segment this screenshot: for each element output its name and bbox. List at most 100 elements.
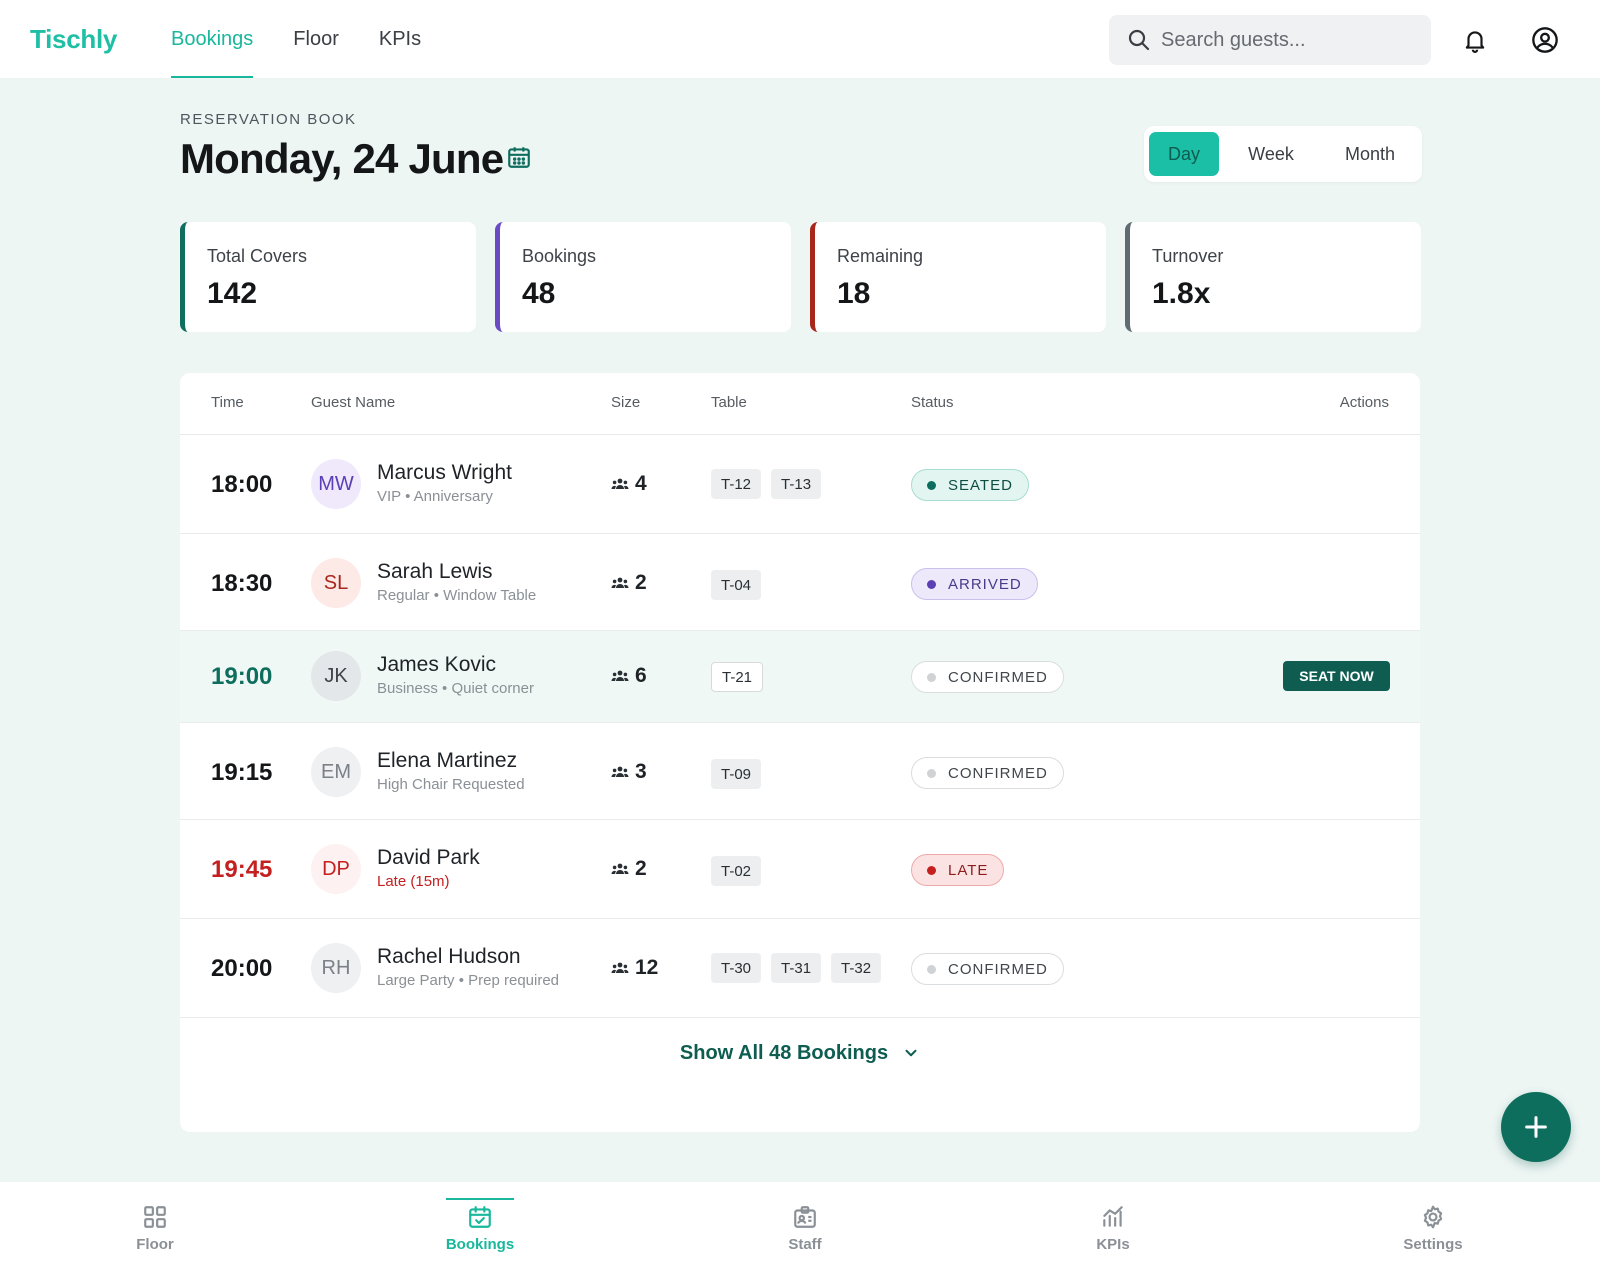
guest-name[interactable]: David Park [377, 846, 480, 869]
top-nav-floor[interactable]: Floor [293, 27, 339, 50]
guest-name[interactable]: James Kovic [377, 653, 497, 676]
booking-time: 18:00 [211, 471, 273, 498]
range-week[interactable]: Week [1248, 143, 1294, 164]
search-input[interactable] [1161, 28, 1421, 52]
calendar-icon[interactable] [506, 144, 536, 174]
bottom-nav: Floor Bookings Staff KPIs Settings [0, 1182, 1600, 1280]
kpi-turnover: Turnover 1.8x [1125, 222, 1421, 332]
kpi-bookings: Bookings 48 [495, 222, 791, 332]
status-label: CONFIRMED [948, 668, 1048, 686]
range-day[interactable]: Day [1149, 132, 1219, 176]
bottom-nav-settings[interactable]: Settings [1373, 1182, 1493, 1280]
table-chip[interactable]: T-13 [771, 469, 822, 499]
search-icon [1128, 29, 1150, 51]
status-badge: CONFIRMED [911, 661, 1064, 693]
table-chip[interactable]: T-04 [711, 570, 762, 600]
bottom-nav-bookings[interactable]: Bookings [420, 1182, 540, 1280]
booking-time: 19:00 [211, 663, 273, 690]
kpi-value: 142 [207, 277, 258, 310]
column-header-actions: Actions [1339, 394, 1389, 411]
table-row[interactable]: 18:30 SL Sarah Lewis Regular • Window Ta… [180, 534, 1420, 631]
booking-time: 20:00 [211, 955, 273, 982]
table-chip[interactable]: T-02 [711, 856, 762, 886]
plus-icon [1525, 1116, 1547, 1138]
guest-name[interactable]: Marcus Wright [377, 461, 512, 484]
bar-chart-icon [1103, 1206, 1123, 1227]
add-booking-button[interactable] [1501, 1092, 1571, 1162]
table-chip[interactable]: T-12 [711, 469, 762, 499]
party-size-value: 12 [635, 956, 659, 979]
table-chip[interactable]: T-09 [711, 759, 762, 789]
seat-now-button[interactable]: SEAT NOW [1283, 661, 1390, 691]
people-icon [611, 478, 629, 489]
column-header-size[interactable]: Size [611, 394, 641, 411]
people-icon [611, 577, 629, 588]
status-badge: LATE [911, 854, 1005, 886]
app-logo[interactable]: Tischly [30, 24, 118, 54]
table-chip[interactable]: T-30 [711, 953, 762, 983]
avatar: DP [311, 844, 361, 894]
guest-note: VIP • Anniversary [377, 488, 493, 505]
bell-icon[interactable] [1460, 25, 1490, 55]
table-assignments: T-04 [711, 570, 771, 600]
party-size-value: 4 [635, 472, 647, 495]
guest-note: Large Party • Prep required [377, 972, 560, 989]
status-label: CONFIRMED [948, 764, 1048, 782]
status-dot [927, 579, 936, 589]
party-size: 12 [611, 956, 658, 980]
guest-note: Regular • Window Table [377, 587, 537, 604]
table-row[interactable]: 20:00 RH Rachel Hudson Large Party • Pre… [180, 919, 1420, 1018]
top-nav-kpis[interactable]: KPIs [378, 27, 422, 50]
status-dot [927, 768, 936, 778]
search-box[interactable] [1109, 15, 1431, 65]
user-circle-icon[interactable] [1530, 25, 1560, 55]
page-title: Monday, 24 June [180, 135, 504, 182]
status-dot [927, 672, 936, 682]
status-label: LATE [948, 861, 989, 879]
range-month[interactable]: Month [1344, 143, 1396, 164]
party-size-value: 6 [635, 664, 647, 687]
table-header: Time Guest Name Size Table Status Action… [180, 373, 1420, 435]
avatar: RH [311, 943, 361, 993]
column-header-table[interactable]: Table [711, 394, 747, 411]
show-all-label: Show All 48 Bookings [679, 1041, 889, 1064]
people-icon [611, 962, 629, 973]
column-header-guest[interactable]: Guest Name [311, 394, 396, 411]
table-chip[interactable]: T-31 [771, 953, 822, 983]
guest-name[interactable]: Elena Martinez [377, 749, 518, 772]
bottom-nav-label: KPIs [1096, 1236, 1130, 1253]
booking-time: 19:45 [211, 856, 273, 883]
bottom-nav-staff[interactable]: Staff [745, 1182, 865, 1280]
guest-name[interactable]: Sarah Lewis [377, 560, 493, 583]
id-badge-icon [794, 1206, 816, 1228]
table-chip[interactable]: T-21 [711, 662, 764, 692]
table-assignments: T-30 T-31 T-32 [711, 953, 891, 983]
party-size-value: 2 [635, 571, 647, 594]
table-assignments: T-12 T-13 [711, 469, 831, 499]
table-row[interactable]: 19:15 EM Elena Martinez High Chair Reque… [180, 723, 1420, 820]
guest-note: High Chair Requested [377, 776, 525, 793]
party-size: 6 [611, 664, 647, 688]
column-header-time[interactable]: Time [211, 394, 244, 411]
party-size: 2 [611, 857, 647, 881]
avatar: MW [311, 459, 361, 509]
people-icon [611, 863, 629, 874]
table-assignments: T-02 [711, 856, 771, 886]
reservations-table: Time Guest Name Size Table Status Action… [180, 373, 1420, 1132]
table-row[interactable]: 19:45 DP David Park Late (15m) 2 T-02 LA… [180, 820, 1420, 919]
column-header-status[interactable]: Status [911, 394, 954, 411]
bottom-nav-kpis[interactable]: KPIs [1053, 1182, 1173, 1280]
table-row[interactable]: 19:00 JK James Kovic Business • Quiet co… [180, 631, 1420, 723]
party-size: 3 [611, 760, 647, 784]
kpi-remaining: Remaining 18 [810, 222, 1106, 332]
guest-name[interactable]: Rachel Hudson [377, 945, 521, 968]
show-all-bookings-button[interactable]: Show All 48 Bookings [180, 1023, 1420, 1083]
status-dot [927, 480, 936, 490]
bottom-nav-label: Floor [136, 1236, 174, 1253]
table-row[interactable]: 18:00 MW Marcus Wright VIP • Anniversary… [180, 435, 1420, 534]
top-nav-bookings[interactable]: Bookings [171, 0, 254, 78]
booking-time: 18:30 [211, 570, 273, 597]
bottom-nav-floor[interactable]: Floor [95, 1182, 215, 1280]
status-badge: CONFIRMED [911, 757, 1064, 789]
table-chip[interactable]: T-32 [831, 953, 882, 983]
